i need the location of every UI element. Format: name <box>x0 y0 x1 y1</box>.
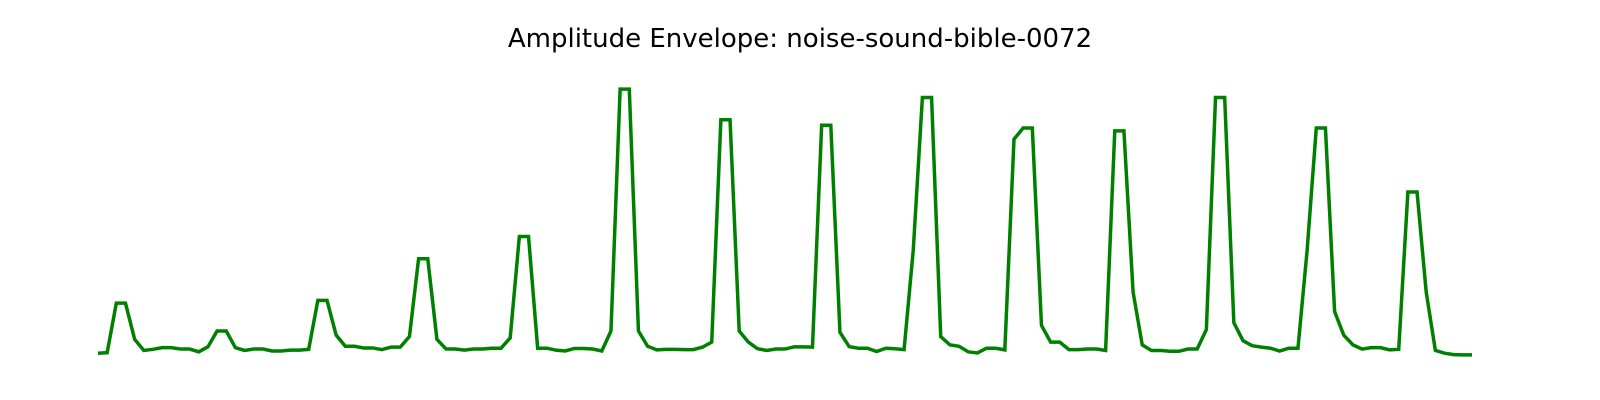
plot-area <box>97 87 1472 357</box>
chart-title: Amplitude Envelope: noise-sound-bible-00… <box>507 24 1093 54</box>
envelope-line <box>97 87 1472 357</box>
